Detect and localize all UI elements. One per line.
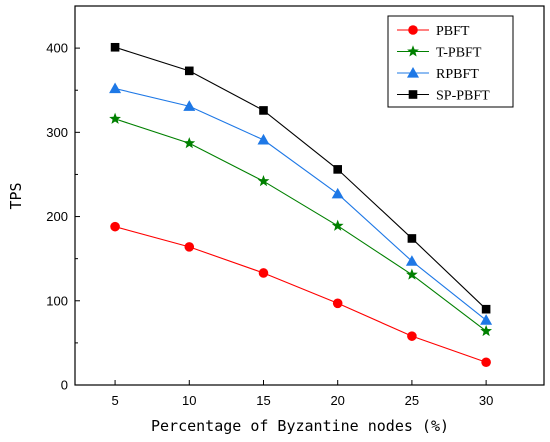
y-tick-label: 100 <box>46 293 68 308</box>
x-tick-label: 20 <box>330 393 344 408</box>
data-point <box>110 221 120 232</box>
plot-frame <box>74 5 545 386</box>
legend-label: SP-PBFT <box>436 89 490 104</box>
series-line <box>114 88 487 321</box>
data-point <box>407 234 417 243</box>
y-tick-label: 400 <box>46 41 68 56</box>
series-line <box>114 46 487 310</box>
legend-label: T-PBFT <box>436 46 482 61</box>
x-axis-title: Percentage of Byzantine nodes (%) <box>151 417 449 435</box>
data-point <box>184 66 194 76</box>
data-point <box>184 242 195 252</box>
data-point <box>183 100 196 111</box>
data-point <box>183 137 196 149</box>
data-point <box>407 331 417 341</box>
x-tick-label: 25 <box>405 393 419 408</box>
data-point <box>257 133 270 145</box>
legend-item: T-PBFT <box>397 45 482 61</box>
data-point <box>405 255 418 266</box>
y-tick-label: 0 <box>61 378 68 393</box>
data-point <box>331 187 344 199</box>
y-axis-title: TPS <box>7 182 25 209</box>
legend-label: RPBFT <box>436 67 479 82</box>
legend-label: PBFT <box>436 24 470 39</box>
legend-item: RPBFT <box>397 67 479 82</box>
legend-marker <box>408 25 418 35</box>
legend-marker <box>407 67 419 78</box>
y-tick-label: 300 <box>46 125 68 140</box>
legend-item: SP-PBFT <box>397 89 490 104</box>
data-point <box>109 82 122 94</box>
series-rpbft <box>109 82 493 325</box>
series-sp-pbft <box>110 42 491 314</box>
series-pbft <box>110 221 491 368</box>
data-point <box>109 112 121 124</box>
x-tick-label: 15 <box>256 393 270 408</box>
data-point <box>259 106 268 115</box>
series-line <box>114 118 487 332</box>
x-tick-label: 5 <box>111 393 118 408</box>
data-point <box>333 165 342 174</box>
legend-item: PBFT <box>397 24 470 39</box>
data-point <box>406 268 418 280</box>
data-point <box>481 304 491 314</box>
x-tick-label: 10 <box>182 393 196 408</box>
data-point <box>257 174 270 187</box>
legend-marker <box>407 45 419 57</box>
y-tick-label: 200 <box>46 209 68 224</box>
x-axis: 5 10 15 20 25 30 <box>111 380 493 408</box>
data-point <box>258 268 269 278</box>
data-point <box>481 357 491 368</box>
data-point <box>480 324 493 337</box>
series-line <box>114 226 487 363</box>
legend: PBFT T-PBFT RPBFT SP-PBFT <box>387 15 514 108</box>
data-point <box>332 298 343 309</box>
y-axis: 0 100 200 300 400 <box>46 41 80 393</box>
series-t-pbft <box>109 112 493 337</box>
legend-marker <box>408 90 418 99</box>
data-point <box>480 314 493 325</box>
series-layer <box>109 42 493 368</box>
data-point <box>110 42 120 52</box>
x-tick-label: 30 <box>479 393 493 408</box>
data-point <box>331 219 344 231</box>
